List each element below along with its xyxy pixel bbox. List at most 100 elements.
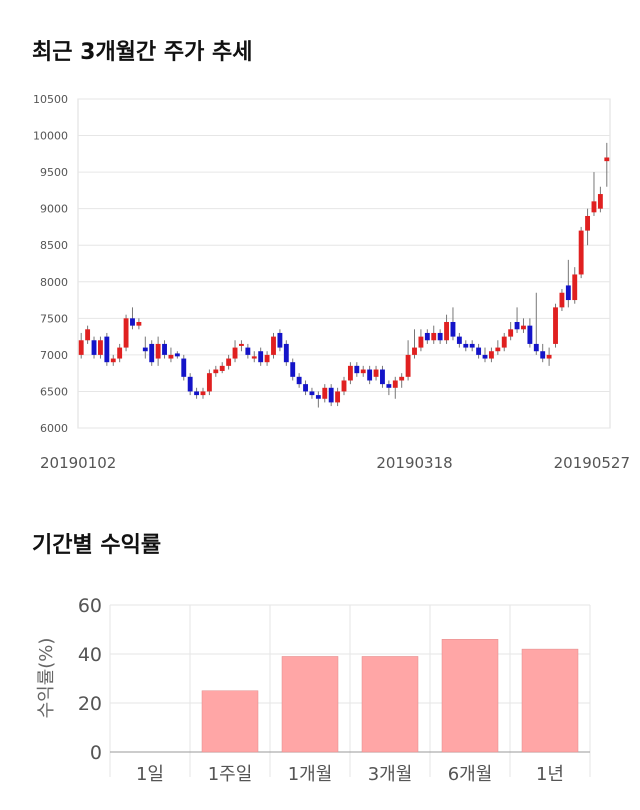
candle-body — [354, 365, 360, 374]
candle-body — [367, 369, 373, 381]
price-y-tick-label: 8500 — [40, 239, 68, 252]
candle-body — [482, 354, 488, 359]
price-y-tick-label: 10500 — [33, 93, 68, 106]
candle-body — [585, 215, 591, 231]
price-x-tick-label: 20190318 — [376, 454, 452, 472]
candle-body — [213, 369, 219, 374]
return-chart-x-ticks: 1일 1주일 1개월 3개월 6개월 1년 — [136, 764, 564, 785]
return-bar — [361, 656, 419, 753]
candle-body — [597, 194, 603, 209]
price-chart-grid — [77, 98, 611, 429]
candle-body — [85, 329, 91, 341]
candle-body — [335, 391, 341, 403]
price-y-tick-label: 6500 — [40, 385, 68, 398]
candle-body — [168, 354, 174, 359]
price-x-tick-label: 20190527 — [554, 454, 630, 472]
candle-body — [174, 353, 180, 357]
candle-body — [418, 336, 424, 348]
candle-body — [91, 340, 97, 355]
price-y-tick-label: 7500 — [40, 312, 68, 325]
candle-body — [456, 336, 462, 344]
return-bar — [441, 639, 499, 753]
candle-body — [110, 358, 116, 363]
candle-body — [155, 343, 161, 359]
candle-body — [450, 321, 456, 337]
price-chart-y-ticks: 6000 6500 7000 7500 8000 8500 9000 9500 10000 105… — [33, 93, 68, 435]
candle-body — [488, 351, 494, 359]
return-x-tick-label: 1년 — [536, 764, 564, 785]
candle-body — [162, 343, 167, 355]
candle-body — [258, 351, 264, 363]
candle-body — [315, 395, 321, 399]
price-x-tick-label: 20190102 — [40, 454, 116, 472]
price-y-tick-label: 9000 — [40, 203, 68, 216]
candle-body — [245, 347, 251, 355]
candle-body — [424, 332, 430, 341]
price-trend-title: 최근 3개월간 주가 추세 — [32, 40, 253, 65]
price-y-tick-label: 7000 — [40, 349, 68, 362]
price-candlestick-chart: 6000 6500 7000 7500 8000 8500 9000 9500 10000 105… — [33, 93, 630, 472]
candle-body — [200, 391, 206, 396]
candle-body — [392, 380, 398, 388]
return-bar — [281, 656, 339, 753]
candle-body — [303, 384, 308, 392]
candle-body — [565, 285, 571, 301]
candle-body — [264, 354, 270, 363]
return-x-tick-label: 1주일 — [208, 764, 253, 785]
return-x-tick-label: 1일 — [136, 764, 164, 785]
candle-body — [546, 354, 552, 359]
candle-body — [514, 321, 520, 330]
candle-body — [431, 332, 437, 341]
candle-body — [130, 318, 135, 326]
candle-body — [117, 347, 123, 359]
candle-body — [553, 307, 558, 344]
candle-body — [283, 343, 289, 363]
candle-body — [149, 343, 155, 363]
return-x-tick-label: 3개월 — [368, 764, 413, 785]
candle-body — [437, 332, 443, 341]
candle-body — [572, 274, 578, 301]
candle-body — [495, 347, 501, 352]
candle-body — [290, 362, 296, 377]
candle-body — [78, 340, 84, 355]
candle-body — [123, 318, 129, 348]
price-y-tick-label: 8000 — [40, 276, 68, 289]
candle-body — [373, 369, 379, 377]
candle-body — [559, 292, 565, 308]
candle-body — [181, 358, 187, 377]
return-x-tick-label: 6개월 — [448, 764, 493, 785]
candle-body — [309, 391, 315, 396]
return-y-tick-label: 60 — [78, 595, 102, 617]
candle-body — [604, 157, 610, 162]
candle-body — [142, 347, 148, 352]
return-y-tick-label: 0 — [90, 742, 102, 764]
candle-body — [277, 332, 283, 348]
candle-body — [97, 340, 103, 355]
candle-body — [219, 365, 225, 371]
price-y-tick-label: 9500 — [40, 166, 68, 179]
return-bar-chart: 0 20 40 60 1일 1주일 1개월 3개월 6개월 1년 수익률(%) — [36, 595, 591, 785]
candle-body — [533, 343, 539, 352]
candle-body — [347, 365, 353, 381]
candle-body — [251, 356, 257, 359]
candle-body — [341, 380, 347, 392]
candle-body — [206, 373, 212, 392]
price-chart-x-ticks: 20190102 20190318 20190527 — [40, 454, 630, 472]
candle-body — [405, 354, 411, 377]
return-x-tick-label: 1개월 — [288, 764, 333, 785]
candle-body — [226, 358, 232, 366]
candle-body — [591, 201, 597, 213]
return-chart-y-label: 수익률(%) — [36, 638, 57, 719]
price-y-tick-label: 10000 — [33, 130, 68, 143]
return-chart-y-ticks: 0 20 40 60 — [78, 595, 102, 764]
candle-body — [104, 336, 110, 363]
candle-body — [521, 325, 526, 330]
candle-body — [194, 391, 200, 396]
candle-body — [463, 343, 469, 348]
candle-body — [527, 325, 533, 344]
candle-body — [380, 369, 385, 385]
price-y-tick-label: 6000 — [40, 422, 68, 435]
candle-body — [296, 376, 302, 385]
candle-body — [578, 230, 584, 275]
candle-body — [399, 376, 405, 381]
